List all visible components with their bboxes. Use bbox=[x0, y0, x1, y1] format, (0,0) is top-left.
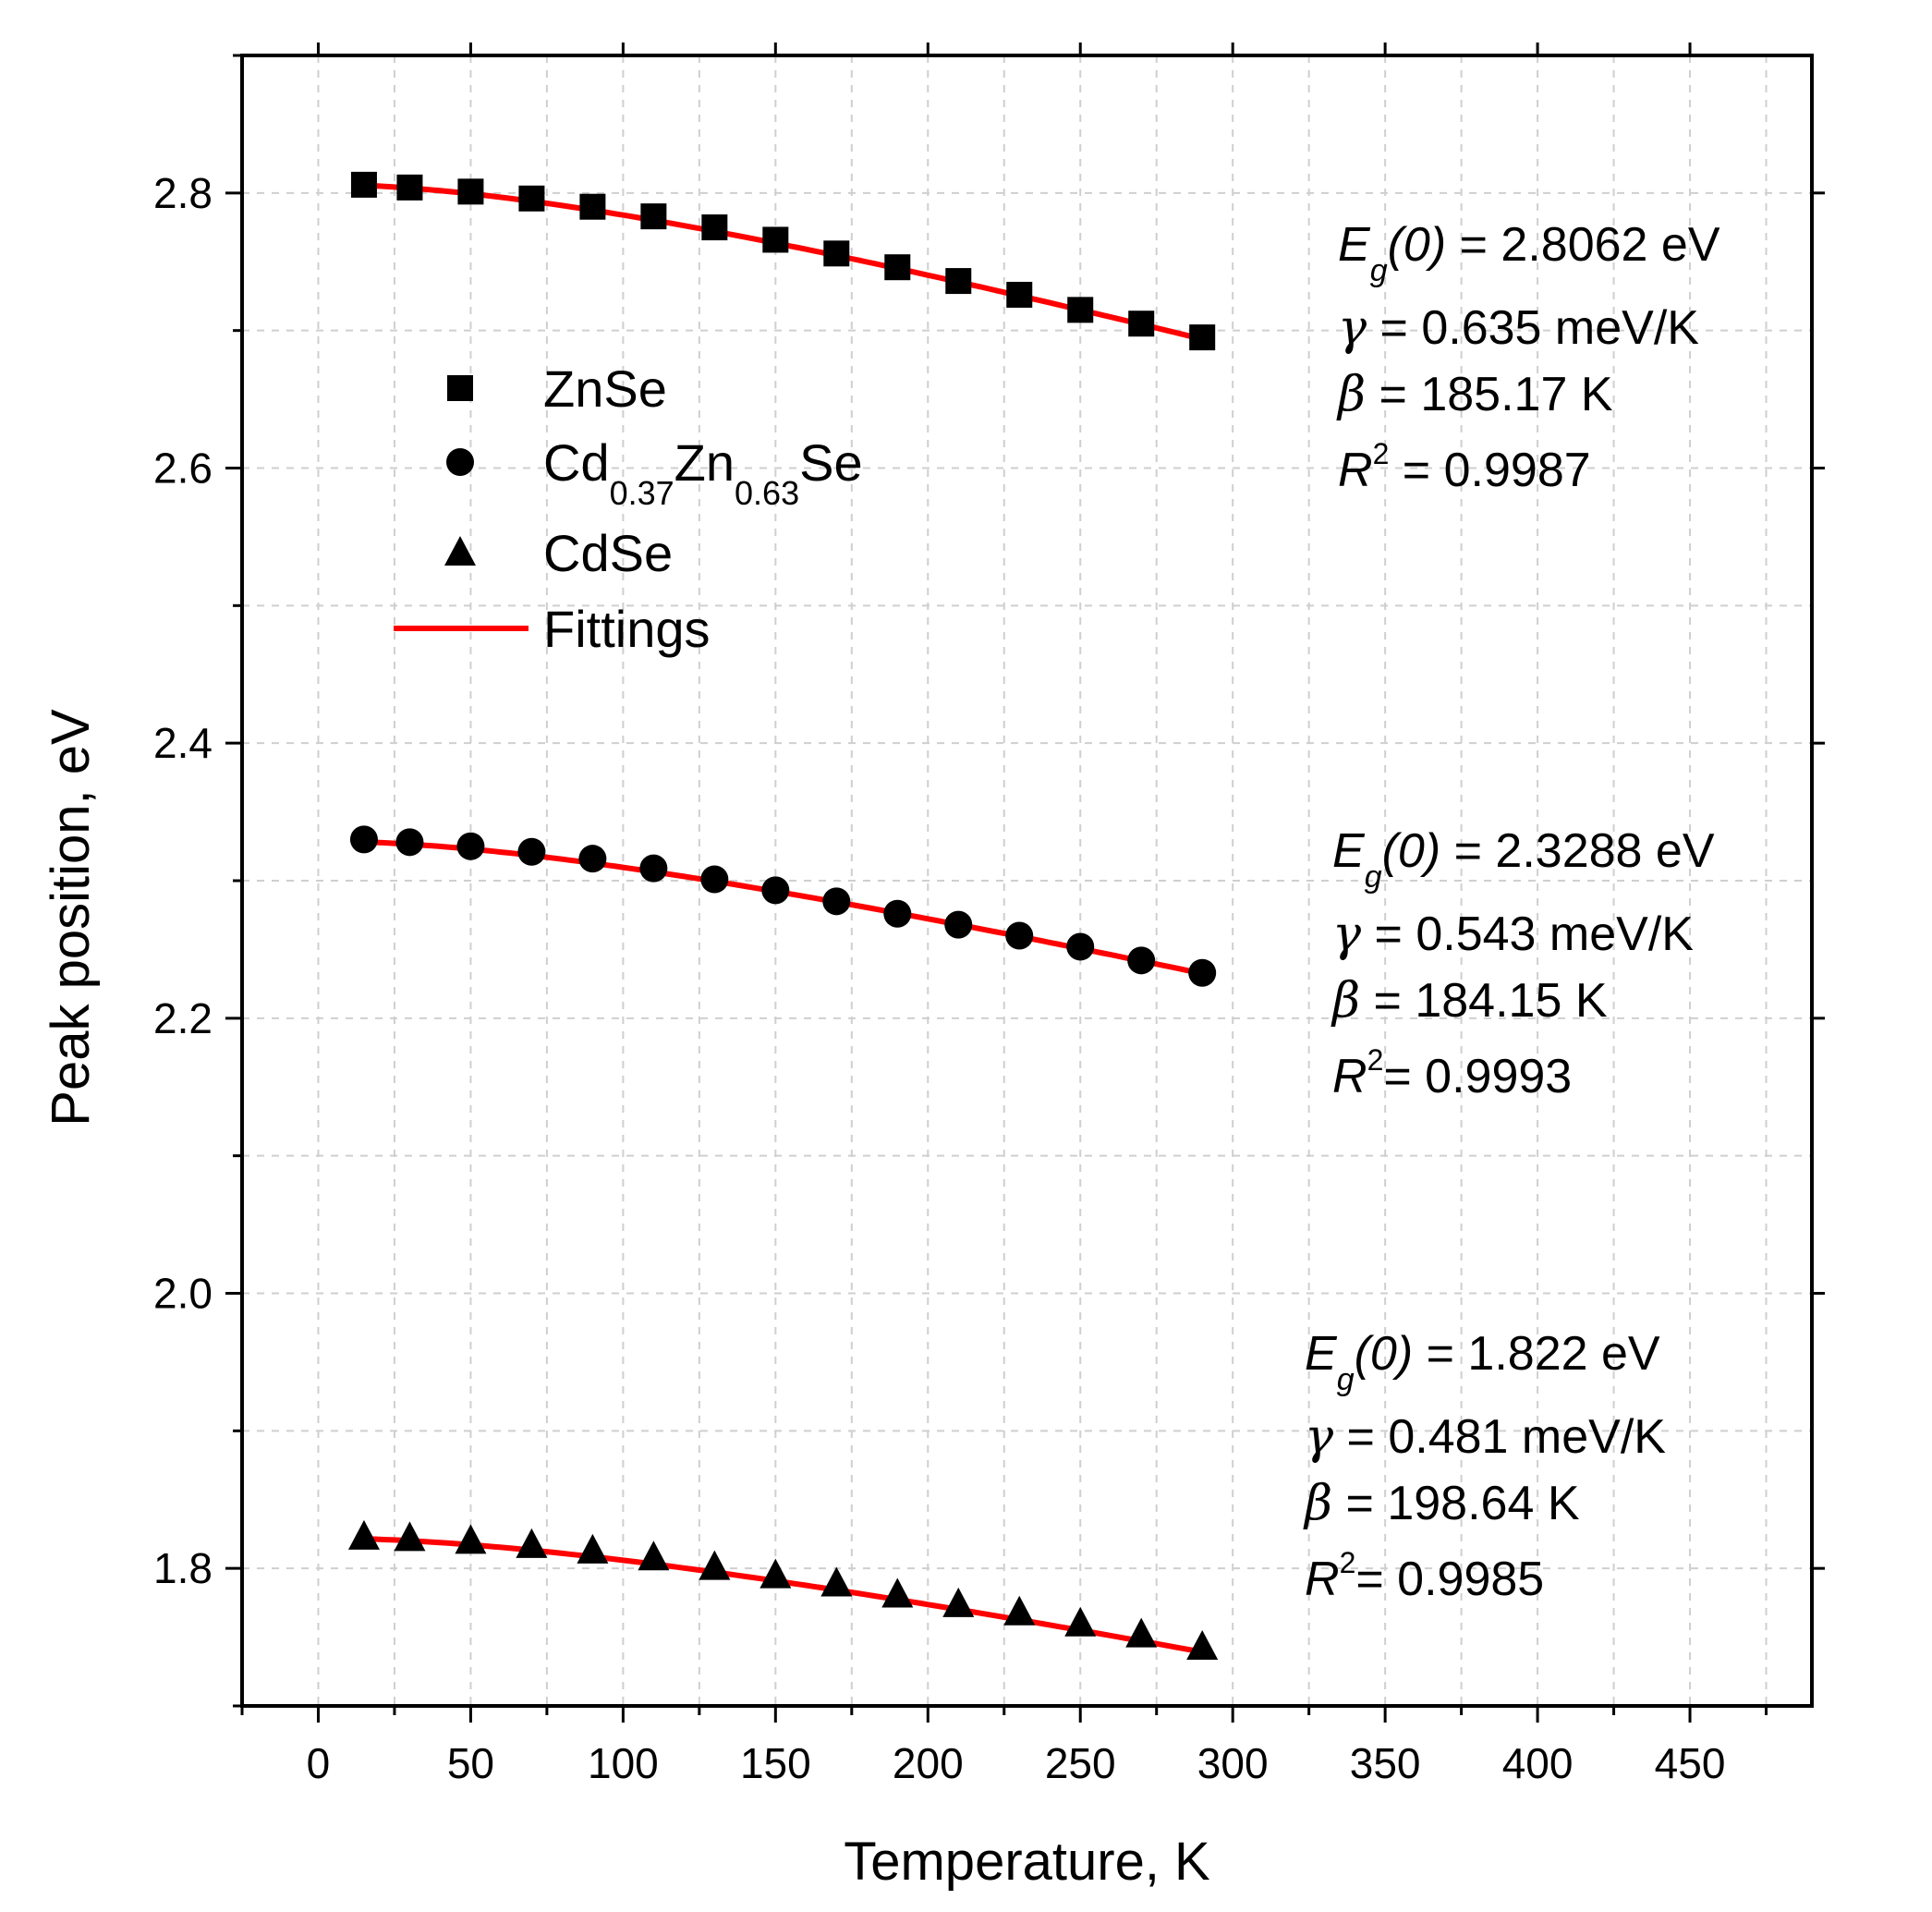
data-point-circle bbox=[700, 865, 729, 894]
data-point-triangle bbox=[516, 1528, 548, 1558]
data-point-triangle bbox=[881, 1577, 914, 1608]
y-tick-label: 2.2 bbox=[153, 994, 213, 1042]
legend-label-fittings: Fittings bbox=[543, 600, 711, 658]
y-axis-title: Peak position, eV bbox=[41, 709, 101, 1126]
annotation-line: Eg(0) = 1.822 eV bbox=[1305, 1327, 1660, 1397]
data-point-square bbox=[701, 214, 728, 241]
data-point-square bbox=[762, 226, 789, 253]
x-tick-label: 200 bbox=[893, 1739, 964, 1787]
data-point-circle bbox=[944, 910, 973, 939]
legend-marker-square bbox=[447, 375, 473, 401]
data-point-circle bbox=[1188, 958, 1217, 987]
data-point-square bbox=[1128, 311, 1155, 337]
data-point-circle bbox=[639, 854, 668, 883]
data-point-square bbox=[1006, 281, 1033, 308]
data-point-square bbox=[823, 240, 850, 267]
x-tick-label: 450 bbox=[1655, 1739, 1726, 1787]
data-point-square bbox=[518, 185, 545, 212]
data-point-circle bbox=[349, 825, 378, 854]
data-point-square bbox=[640, 203, 667, 230]
annotation-line: γ = 0.543 meV/K bbox=[1332, 907, 1694, 962]
data-point-triangle bbox=[942, 1587, 975, 1617]
data-points bbox=[347, 171, 1219, 1661]
data-point-square bbox=[1067, 297, 1094, 323]
fit-lines bbox=[363, 182, 1203, 1655]
data-point-triangle bbox=[759, 1558, 792, 1589]
data-point-square bbox=[396, 174, 423, 201]
annotation-line: Eg(0) = 2.8062 eV bbox=[1338, 218, 1720, 288]
annotation-line: γ = 0.481 meV/K bbox=[1305, 1409, 1666, 1465]
data-point-circle bbox=[578, 845, 607, 873]
legend-marker-triangle bbox=[444, 536, 476, 566]
y-tick-label: 2.0 bbox=[153, 1270, 213, 1318]
y-tick-label: 2.4 bbox=[153, 719, 213, 767]
annotation-line: Eg(0) = 2.3288 eV bbox=[1332, 824, 1715, 895]
legend-marker-circle bbox=[446, 448, 474, 476]
legend-label: CdSe bbox=[543, 524, 673, 582]
y-tick-label: 2.6 bbox=[153, 445, 213, 493]
data-point-triangle bbox=[455, 1524, 487, 1554]
data-point-triangle bbox=[577, 1533, 609, 1564]
data-point-triangle bbox=[638, 1541, 670, 1571]
x-tick-label: 350 bbox=[1350, 1739, 1421, 1787]
data-point-circle bbox=[1005, 921, 1034, 950]
annotation-line: β = 184.15 K bbox=[1331, 973, 1608, 1029]
legend: ZnSe Cd0.37Zn0.63Se CdSe Fittings bbox=[394, 359, 863, 658]
x-tick-label: 400 bbox=[1502, 1739, 1574, 1787]
data-point-triangle bbox=[394, 1521, 426, 1552]
data-point-triangle bbox=[1064, 1606, 1097, 1637]
y-tick-label: 1.8 bbox=[153, 1544, 213, 1592]
data-point-circle bbox=[883, 899, 912, 928]
data-point-circle bbox=[1127, 946, 1156, 975]
data-point-square bbox=[884, 254, 911, 281]
data-point-circle bbox=[456, 832, 485, 860]
legend-label: Cd0.37Zn0.63Se bbox=[543, 433, 863, 512]
y-tick-label: 2.8 bbox=[153, 169, 213, 217]
x-axis-title: Temperature, K bbox=[844, 1832, 1210, 1892]
data-point-circle bbox=[822, 887, 851, 916]
data-point-square bbox=[945, 268, 972, 295]
fit-annotations: Eg(0) = 2.8062 eV γ = 0.635 meV/K β = 185.… bbox=[1303, 218, 1720, 1606]
data-point-square bbox=[1189, 324, 1216, 351]
data-point-circle bbox=[395, 828, 424, 857]
x-tick-label: 300 bbox=[1197, 1739, 1269, 1787]
data-point-square bbox=[579, 193, 606, 220]
x-tick-label: 250 bbox=[1045, 1739, 1116, 1787]
axis-ticks: 0 50 100 150 200 250 300 350 400 450 1.8 2.0 2.2 2.4 2… bbox=[153, 43, 1825, 1787]
data-point-square bbox=[350, 171, 377, 198]
annotation-line: R2= 0.9993 bbox=[1332, 1043, 1572, 1103]
data-point-circle bbox=[1066, 932, 1095, 961]
annotation-line: β = 185.17 K bbox=[1336, 367, 1613, 422]
annotation-line: β = 198.64 K bbox=[1303, 1476, 1580, 1531]
data-point-triangle bbox=[1125, 1617, 1158, 1648]
annotation-line: γ = 0.635 meV/K bbox=[1338, 300, 1699, 356]
x-tick-label: 50 bbox=[447, 1739, 494, 1787]
x-tick-label: 150 bbox=[740, 1739, 811, 1787]
data-point-triangle bbox=[347, 1519, 380, 1550]
x-tick-label: 0 bbox=[307, 1739, 331, 1787]
annotation-line: R2 = 0.9987 bbox=[1338, 437, 1591, 497]
data-point-circle bbox=[761, 876, 790, 905]
data-point-triangle bbox=[699, 1550, 731, 1580]
data-point-circle bbox=[517, 837, 546, 866]
data-point-triangle bbox=[1003, 1595, 1036, 1626]
data-point-triangle bbox=[820, 1566, 853, 1597]
data-point-triangle bbox=[1186, 1630, 1219, 1661]
annotation-line: R2= 0.9985 bbox=[1305, 1546, 1544, 1606]
x-tick-label: 100 bbox=[588, 1739, 659, 1787]
legend-label: ZnSe bbox=[543, 359, 667, 418]
data-point-square bbox=[457, 178, 484, 205]
